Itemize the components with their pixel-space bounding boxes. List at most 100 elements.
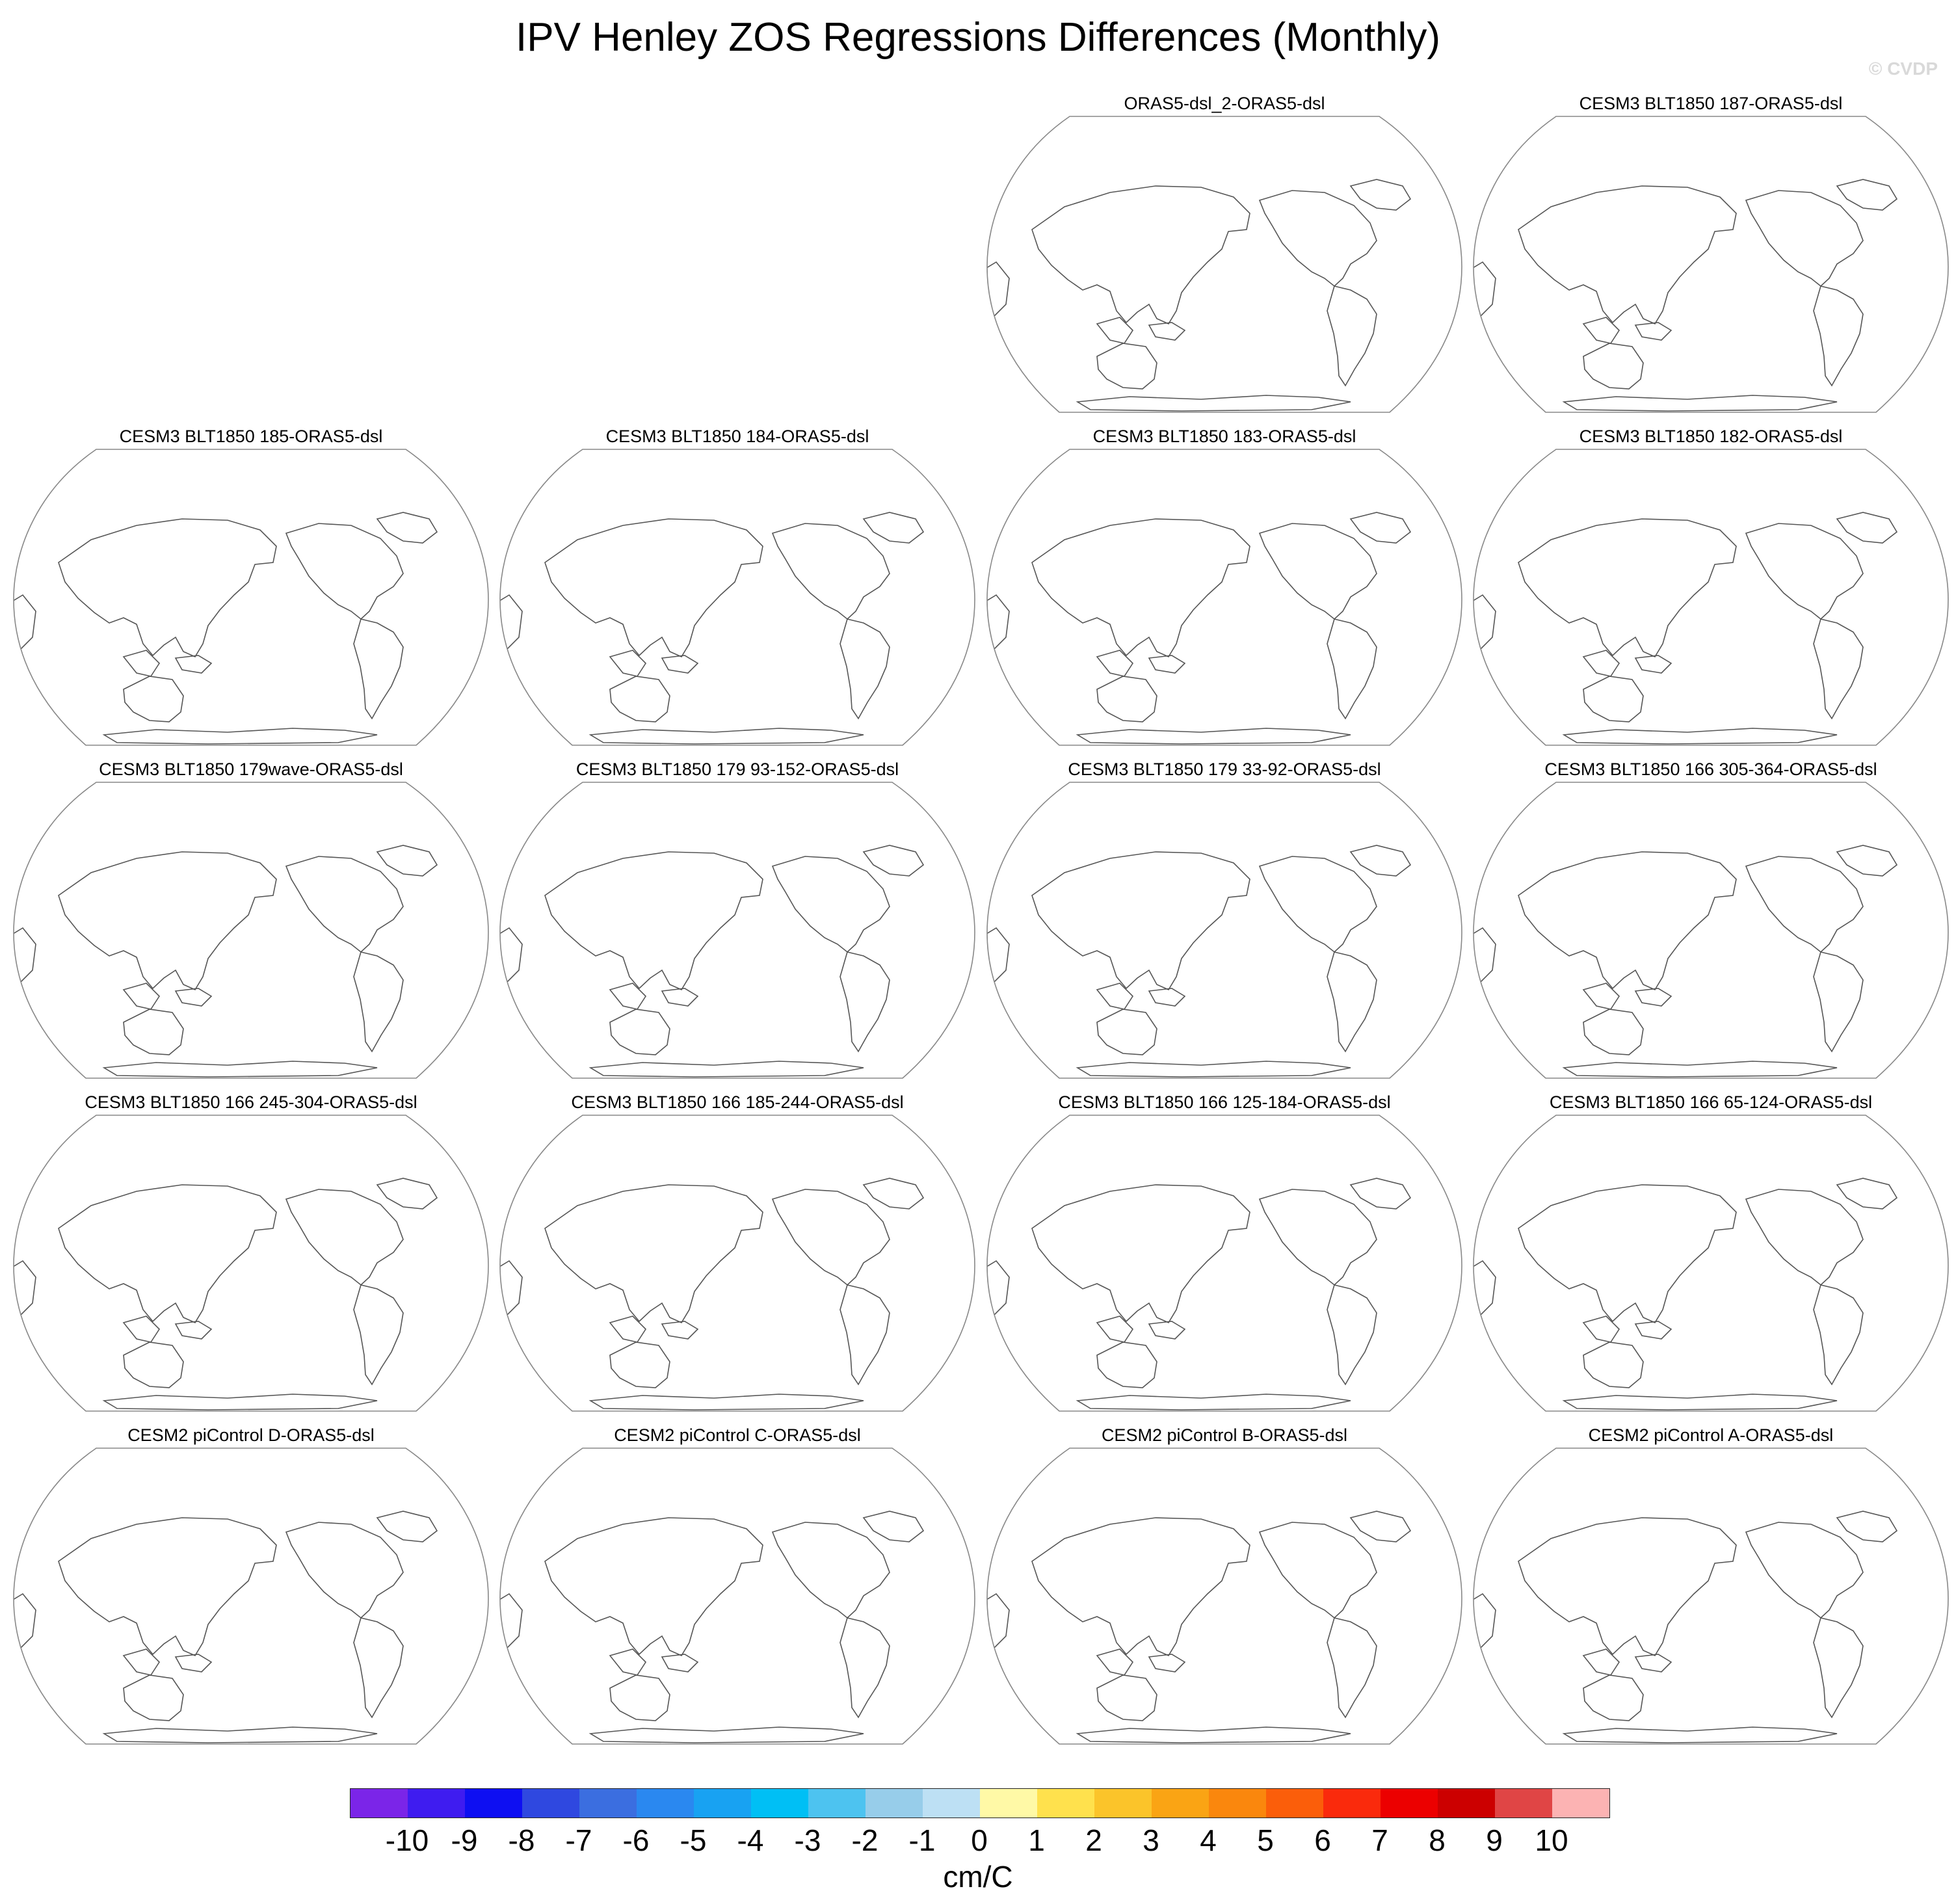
coastline [376,512,438,544]
coastline [1076,1394,1351,1410]
colorbar-tick-label: -1 [908,1823,936,1857]
map-panel: CESM2 piControl D-ORAS5-dsl [7,1424,495,1745]
colorbar-tick-label: -5 [680,1823,707,1857]
world-map [1473,1115,1949,1412]
colorbar-swatch [980,1789,1037,1818]
colorbar-swatch [579,1789,637,1818]
map-panel: CESM3 BLT1850 166 65-124-ORAS5-dsl [1467,1091,1955,1412]
colorbar-swatch [350,1789,408,1818]
panel-title: CESM3 BLT1850 166 305-364-ORAS5-dsl [1544,760,1877,779]
world-map [1473,782,1949,1079]
coastline [1327,285,1377,387]
world-map [13,1448,489,1745]
coastline [1096,1648,1134,1676]
map-border [986,1448,1462,1745]
panel-title: CESM3 BLT1850 179 93-152-ORAS5-dsl [575,760,899,779]
coastline [1582,983,1620,1010]
coastline [1634,1654,1672,1673]
coastline [58,1517,277,1657]
colorbar-swatch [1209,1789,1266,1818]
map-border [1473,782,1949,1079]
panel-title: CESM2 piControl C-ORAS5-dsl [614,1425,861,1445]
coastline [1582,317,1620,344]
coastline [1096,343,1157,390]
world-map [986,782,1462,1079]
coastline [122,983,161,1010]
map-panel: CESM3 BLT1850 187-ORAS5-dsl [1467,92,1955,413]
world-map [13,449,489,746]
map-border [986,449,1462,746]
coastline [1076,728,1351,745]
coastline [1836,1511,1898,1542]
coastline [1518,518,1737,658]
coastline [1031,1517,1250,1657]
coastline [102,1394,378,1410]
coastline [1562,1061,1838,1078]
coastline [1258,856,1377,953]
coastline [102,728,378,745]
coastline [1031,185,1250,325]
coastline [1474,261,1496,318]
coastline [609,1009,670,1055]
coastline [544,1517,763,1657]
colorbar-swatch [694,1789,751,1818]
coastline [771,856,890,953]
map-border [986,116,1462,413]
coastline [122,1648,161,1676]
colorbar-tick-label: 8 [1429,1823,1446,1857]
panel-title: CESM3 BLT1850 185-ORAS5-dsl [119,427,383,446]
coastline [661,655,699,674]
colorbar-swatch [637,1789,694,1818]
coastline [14,594,36,651]
colorbar-tick-label: 7 [1371,1823,1388,1857]
map-panel: CESM3 BLT1850 179 93-152-ORAS5-dsl [494,758,981,1079]
map-border [13,1448,489,1745]
map-panel: CESM3 BLT1850 166 125-184-ORAS5-dsl [981,1091,1468,1412]
map-panel: CESM3 BLT1850 179wave-ORAS5-dsl [7,758,495,1079]
coastline [376,1178,438,1210]
coastline [1327,618,1377,720]
coastline [1349,179,1412,211]
coastline [353,951,404,1053]
map-border [1473,1448,1949,1745]
coastline [285,523,404,620]
coastline [987,1260,1010,1317]
colorbar-swatch [866,1789,923,1818]
colorbar-swatch [1323,1789,1381,1818]
colorbar-tick-label: -4 [737,1823,764,1857]
panel-title: CESM3 BLT1850 166 125-184-ORAS5-dsl [1058,1092,1391,1112]
coastline [1582,1648,1620,1676]
coastline [376,1511,438,1542]
coastline [122,650,161,677]
world-map [986,1448,1462,1745]
watermark: © CVDP [1868,59,1938,79]
coastline [1349,1511,1412,1542]
colorbar-swatch [465,1789,522,1818]
map-border [986,1115,1462,1412]
colorbar-tick-label: 6 [1314,1823,1331,1857]
coastline [1562,1394,1838,1410]
colorbar-swatch [408,1789,465,1818]
colorbar-units: cm/C [943,1860,1013,1894]
colorbar-swatch [1495,1789,1552,1818]
coastline [1096,650,1134,677]
coastline [1518,851,1737,991]
map-border [499,1448,975,1745]
coastline [771,523,890,620]
coastline [862,1178,925,1210]
coastline [1096,317,1134,344]
coastline [123,1674,184,1721]
coastline [609,983,647,1010]
coastline [1583,676,1644,722]
coastline [544,1184,763,1324]
coastline [588,1061,864,1078]
colorbar-tick-label: -9 [451,1823,478,1857]
coastline [1096,1316,1134,1343]
colorbar-swatch [1381,1789,1438,1818]
coastline [14,927,36,984]
map-border [499,449,975,746]
coastline [1148,988,1186,1007]
colorbar-tick-label: 2 [1085,1823,1102,1857]
coastline [1349,845,1412,877]
coastline [1562,728,1838,745]
